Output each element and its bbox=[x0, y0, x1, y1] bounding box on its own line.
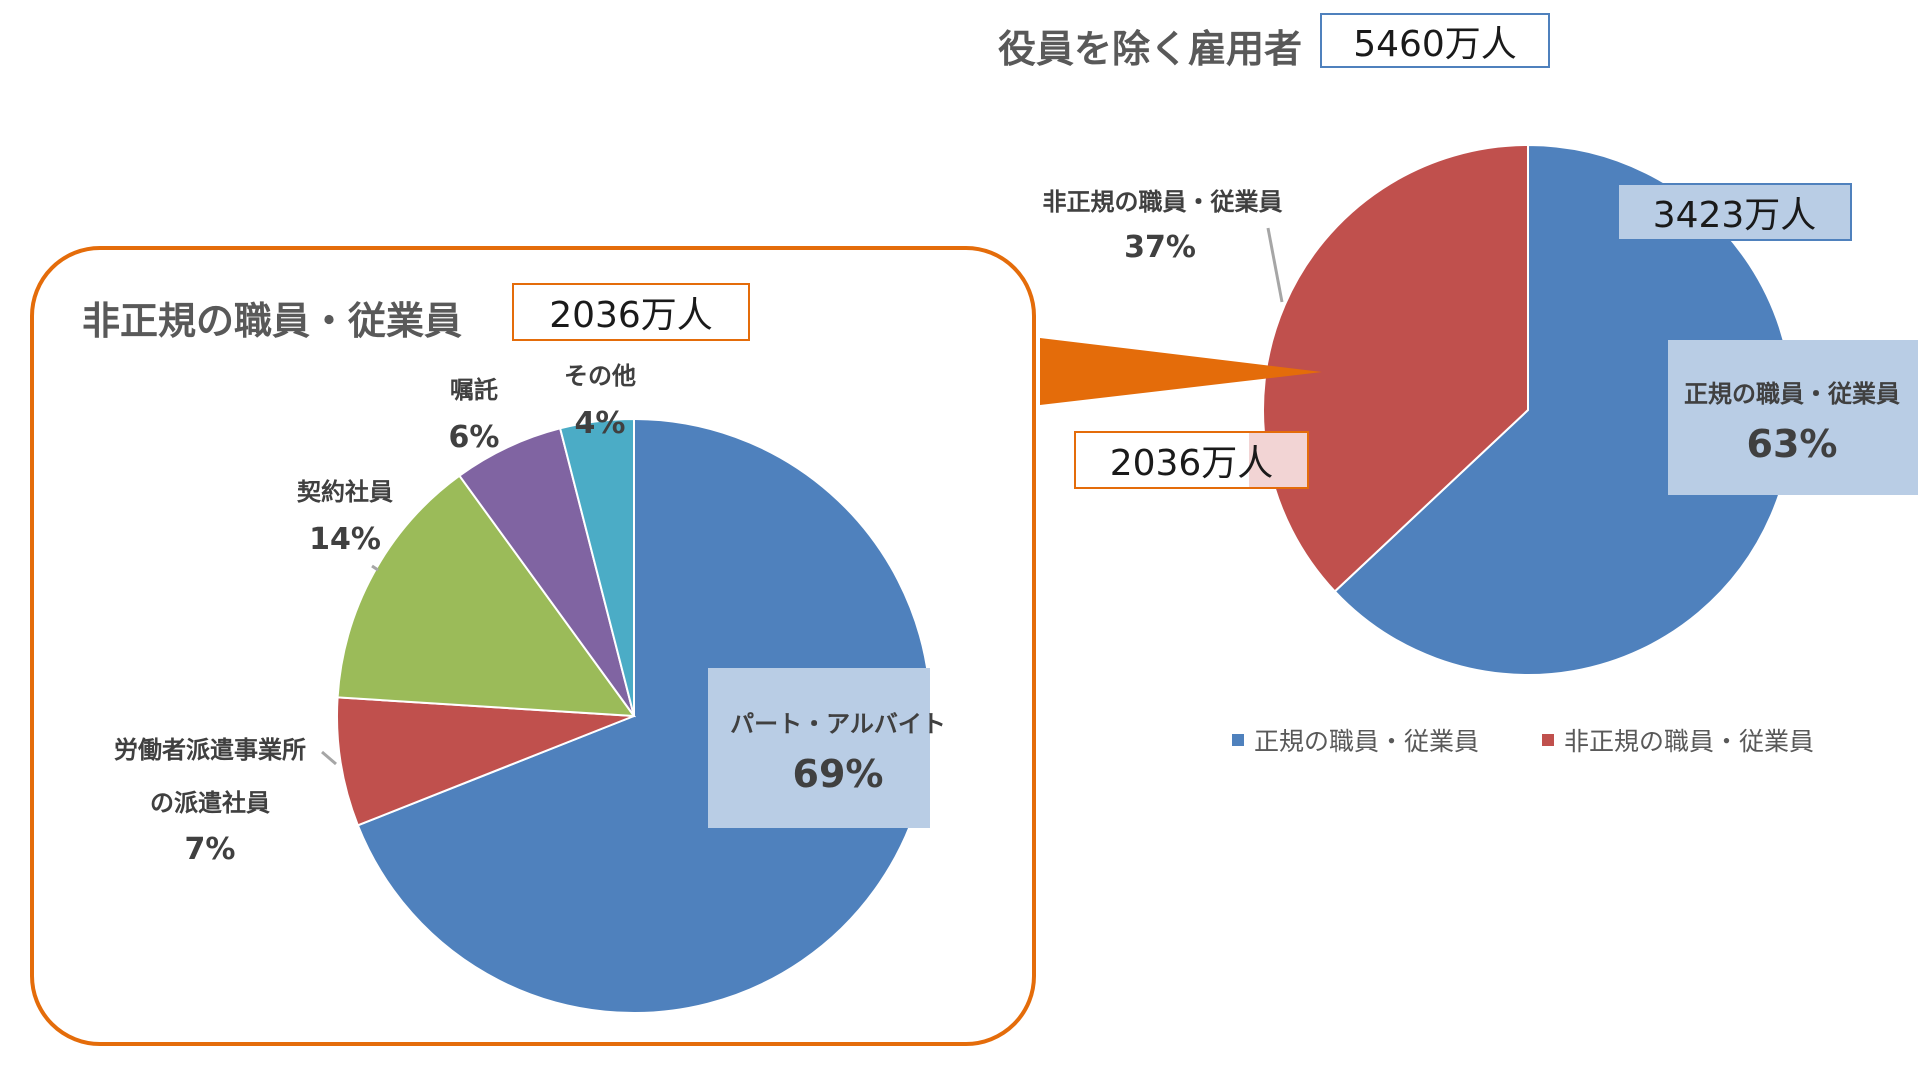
leader-line-dispatch bbox=[321, 750, 337, 766]
legend-label-nonregular: 非正規の職員・従業員 bbox=[1564, 727, 1815, 756]
sub-pie-slice-4 bbox=[558, 417, 635, 717]
sub-part-percent: 69% bbox=[792, 752, 884, 796]
sub-dispatch-percent: 7% bbox=[184, 832, 236, 867]
sub-shokutaku-percent: 6% bbox=[448, 420, 500, 455]
main-regular-percent: 63% bbox=[1746, 422, 1838, 466]
sub-dispatch-label-1: 労働者派遣事業所 bbox=[114, 736, 306, 764]
leader-line-contract bbox=[371, 564, 379, 572]
main-nonregular-percent: 37% bbox=[1124, 230, 1196, 265]
main-regular-label: 正規の職員・従業員 bbox=[1684, 380, 1900, 408]
sub-pie-slice-2 bbox=[336, 474, 637, 718]
sub-pie bbox=[336, 417, 932, 1014]
main-regular-count-box: 3423万人 bbox=[1617, 183, 1852, 241]
sub-pie-slice-0 bbox=[356, 417, 932, 1014]
sub-contract-label: 契約社員 bbox=[297, 478, 393, 506]
sub-part-label: パート・アルバイト bbox=[730, 710, 946, 738]
main-chart-title: 役員を除く雇用者 bbox=[998, 27, 1303, 71]
sub-pie-slice-1 bbox=[336, 696, 635, 827]
legend-swatch-nonregular bbox=[1542, 734, 1554, 746]
main-nonregular-label: 非正規の職員・従業員 bbox=[1042, 188, 1283, 216]
sub-other-percent: 4% bbox=[574, 406, 626, 441]
main-nonregular-count-box: 2036万人 bbox=[1074, 431, 1309, 489]
sub-dispatch-label-2: の派遣社員 bbox=[150, 789, 270, 817]
legend-swatch-regular bbox=[1232, 734, 1244, 746]
sub-chart-title: 非正規の職員・従業員 bbox=[82, 299, 463, 343]
sub-other-label: その他 bbox=[564, 362, 636, 390]
leader-line-non-regular bbox=[1266, 227, 1284, 303]
main-chart-total-box: 5460万人 bbox=[1320, 13, 1550, 68]
legend-label-regular: 正規の職員・従業員 bbox=[1254, 727, 1480, 756]
callout-frame bbox=[30, 246, 1036, 1046]
sub-part-label-bg bbox=[708, 668, 930, 828]
sub-contract-percent: 14% bbox=[309, 522, 381, 557]
callout-arrow bbox=[1040, 338, 1322, 405]
main-pie-slice-1 bbox=[1261, 143, 1529, 593]
legend-regular: 正規の職員・従業員 bbox=[1232, 722, 1479, 758]
sub-shokutaku-label: 嘱託 bbox=[450, 376, 498, 404]
legend-nonregular: 非正規の職員・従業員 bbox=[1542, 722, 1814, 758]
sub-chart-total-box: 2036万人 bbox=[512, 283, 750, 341]
main-regular-label-bg bbox=[1668, 340, 1918, 495]
